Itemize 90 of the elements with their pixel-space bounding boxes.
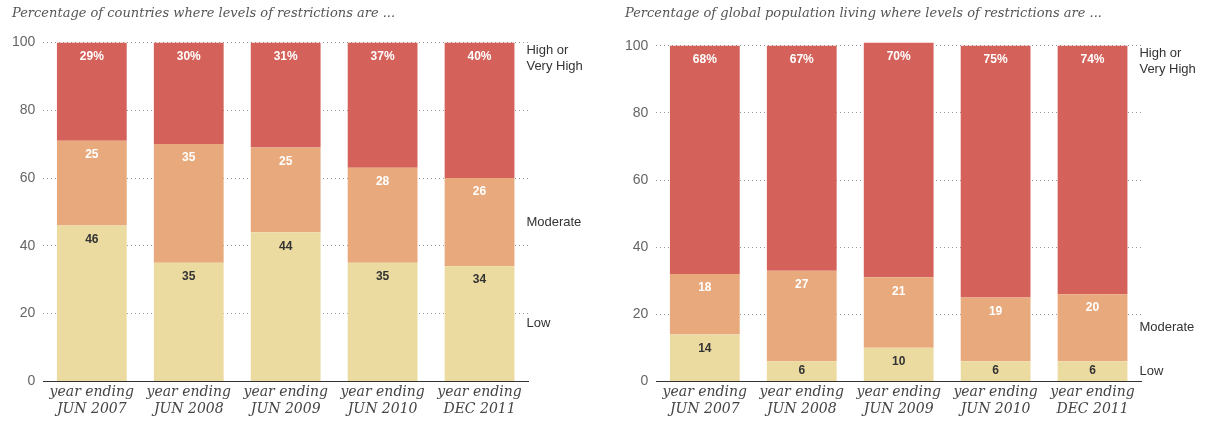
bar	[153, 42, 224, 145]
bar	[766, 45, 837, 271]
x-tick-label: year ending JUN 2010	[952, 383, 1038, 417]
bar	[250, 232, 321, 381]
data-label: 29%	[79, 48, 105, 63]
series-label: Moderate	[1139, 319, 1195, 335]
bar	[863, 277, 934, 348]
data-label: 6	[992, 363, 1000, 378]
data-label: 25	[85, 147, 99, 162]
y-tick-label: 0	[27, 372, 36, 389]
bar	[669, 45, 740, 274]
data-label: 44	[279, 238, 293, 253]
data-label: 27	[795, 276, 809, 291]
bar	[56, 42, 127, 141]
bar	[1057, 45, 1128, 295]
bar	[56, 140, 127, 226]
bar	[863, 42, 934, 278]
x-tick-label: year ending JUN 2008	[145, 383, 231, 417]
bar	[960, 45, 1031, 298]
data-label: 31%	[273, 48, 299, 63]
x-tick-label: year ending DEC 2011	[1049, 383, 1135, 417]
data-label: 25	[279, 153, 293, 168]
data-label: 40%	[467, 48, 492, 63]
bar	[1057, 361, 1128, 381]
bar	[444, 266, 515, 381]
bar	[250, 147, 321, 233]
bar	[669, 334, 740, 381]
bar	[766, 361, 837, 381]
series-label: Moderate	[526, 213, 582, 229]
bar	[153, 262, 224, 381]
data-label: 37%	[370, 48, 395, 63]
bar	[1057, 294, 1128, 362]
data-label: 20	[1085, 300, 1100, 315]
bar	[960, 297, 1031, 362]
data-label: 35	[182, 150, 196, 165]
x-tick-label: year ending JUN 2008	[758, 383, 844, 417]
y-tick-label: 100	[12, 33, 36, 50]
x-tick-label: year ending JUN 2009	[855, 383, 941, 417]
bar	[960, 361, 1031, 381]
x-tick-label: year ending JUN 2007	[48, 383, 135, 417]
bar	[444, 178, 515, 267]
data-label: 70%	[886, 48, 912, 63]
series-label: Low	[526, 315, 551, 331]
bar	[766, 270, 837, 362]
y-tick-label: 0	[640, 372, 649, 389]
bar	[863, 347, 934, 381]
data-label: 74%	[1080, 52, 1105, 67]
data-label: 14	[698, 340, 712, 355]
y-tick-label: 20	[632, 305, 649, 322]
x-tick-label: year ending JUN 2010	[339, 383, 425, 417]
data-label: 30%	[176, 48, 202, 63]
y-tick-label: 60	[19, 168, 36, 185]
series-label: High or Very High	[526, 41, 583, 73]
series-label: Low	[1139, 362, 1164, 378]
bar	[347, 42, 418, 168]
bar	[250, 42, 321, 148]
x-tick-label: year ending JUN 2007	[661, 383, 748, 417]
data-label: 6	[798, 363, 806, 378]
data-label: 46	[85, 231, 99, 246]
y-tick-label: 60	[632, 170, 649, 187]
data-label: 28	[375, 174, 390, 189]
bar	[444, 42, 515, 178]
data-label: 35	[182, 269, 196, 284]
data-label: 10	[892, 354, 906, 369]
y-tick-label: 80	[19, 101, 36, 118]
x-tick-label: year ending DEC 2011	[436, 383, 522, 417]
data-label: 67%	[789, 52, 815, 67]
chart-title: Percentage of global population living where levels of restrictions are ...	[624, 4, 1103, 22]
data-label: 26	[472, 184, 487, 199]
data-label: 21	[892, 283, 906, 298]
bar	[153, 144, 224, 263]
bar	[669, 273, 740, 335]
y-tick-label: 80	[632, 103, 649, 120]
data-label: 35	[375, 269, 390, 284]
bar	[56, 225, 127, 381]
data-label: 68%	[692, 52, 718, 67]
chart-title: Percentage of countries where levels of restrictions are ...	[11, 4, 397, 22]
data-label: 75%	[983, 52, 1008, 67]
x-tick-label: year ending JUN 2009	[242, 383, 328, 417]
bar	[347, 262, 418, 381]
data-label: 19	[988, 303, 1003, 318]
data-label: 18	[698, 280, 712, 295]
data-label: 34	[472, 272, 487, 287]
y-tick-label: 100	[625, 36, 649, 53]
bar	[347, 167, 418, 263]
y-tick-label: 20	[19, 304, 36, 321]
series-label: High or Very High	[1139, 45, 1196, 77]
y-tick-label: 40	[632, 238, 649, 254]
y-tick-label: 40	[19, 236, 36, 253]
data-label: 6	[1089, 363, 1097, 378]
